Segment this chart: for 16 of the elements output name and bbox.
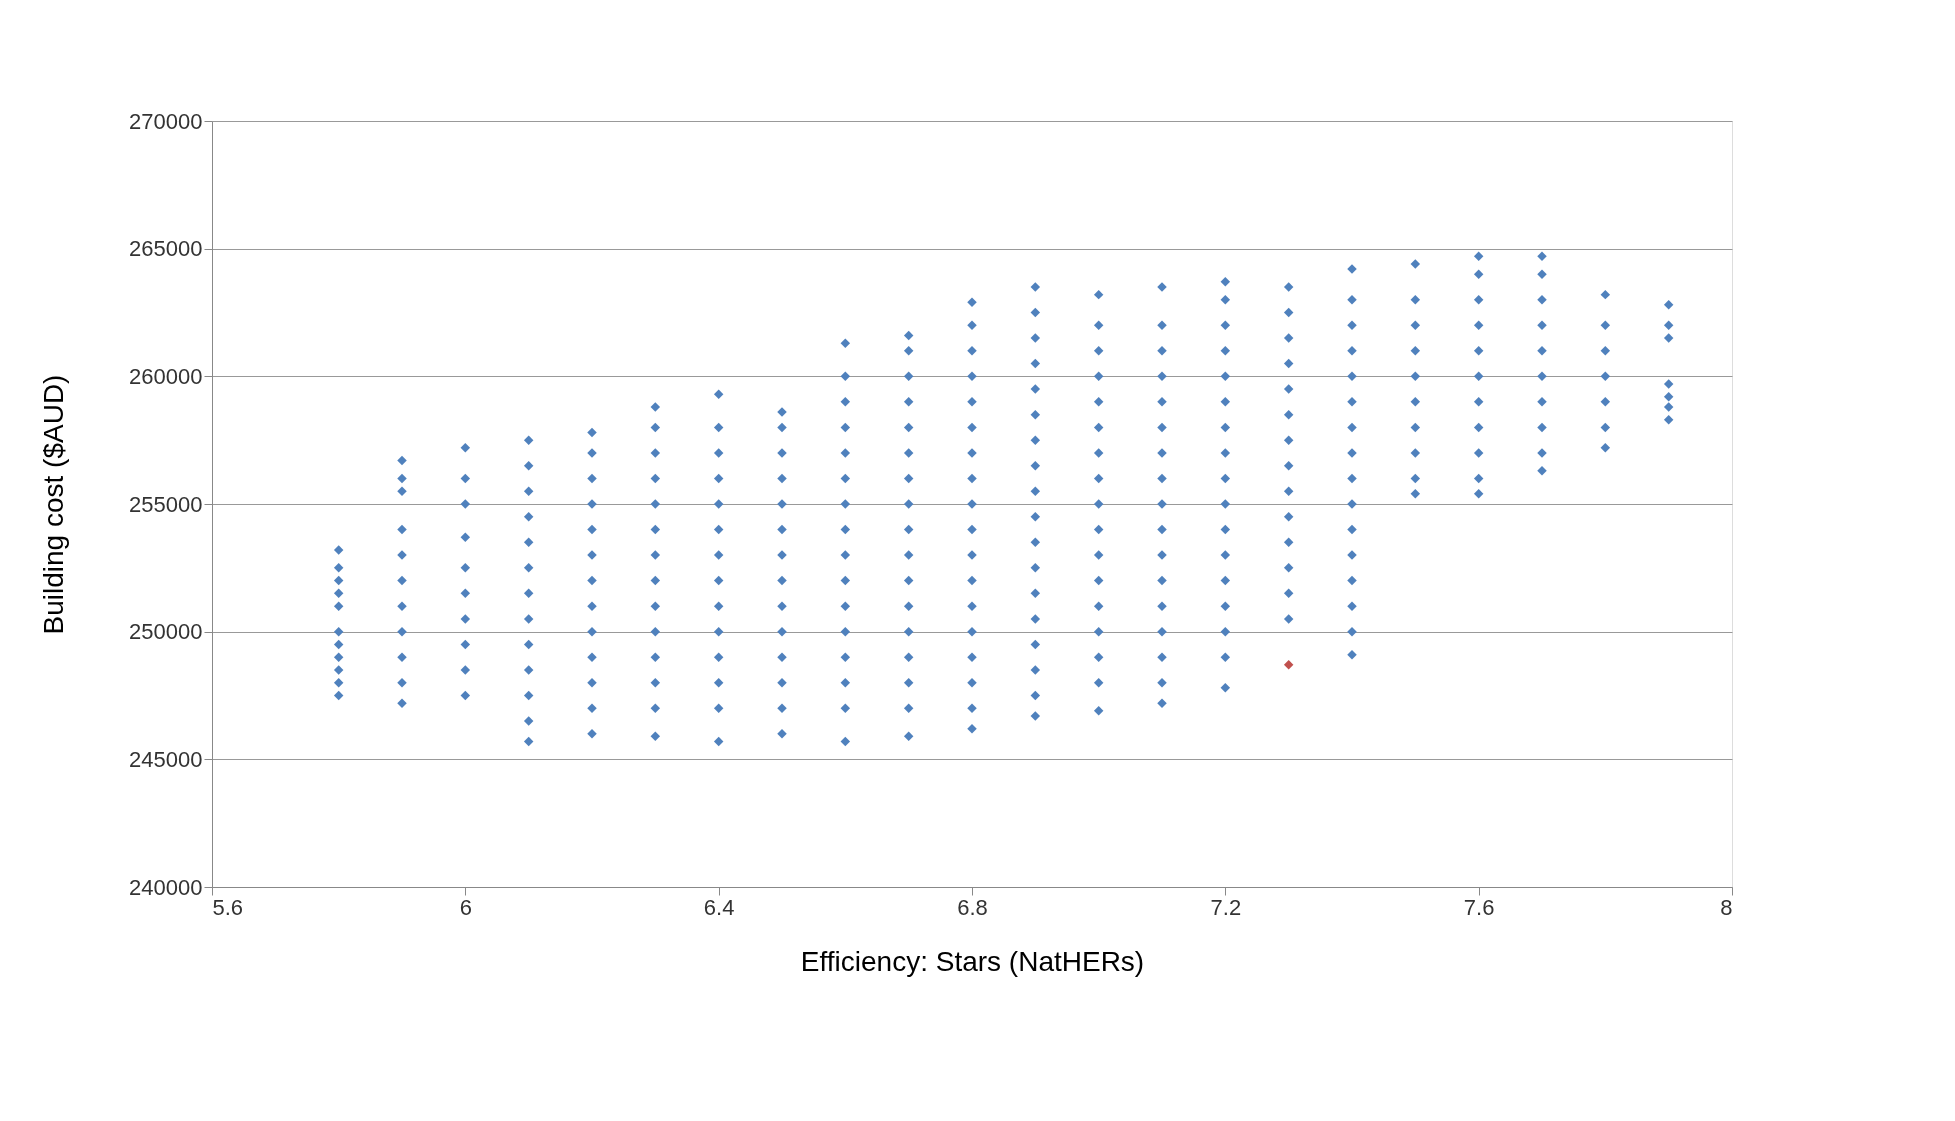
x-tick-label: 7.6 — [1463, 894, 1495, 920]
y-tick-label: 240000 — [129, 874, 203, 900]
y-tick-label: 255000 — [129, 491, 203, 517]
x-tick-label: 7.2 — [1210, 894, 1242, 920]
y-tick-label: 245000 — [129, 746, 203, 772]
y-tick-label: 265000 — [129, 236, 203, 262]
x-axis-title: Efficiency: Stars (NatHERs) — [800, 945, 1145, 977]
y-tick-label: 270000 — [129, 108, 203, 134]
x-tick-label: 6 — [459, 894, 472, 920]
y-axis-title: Building cost ($AUD) — [38, 374, 70, 635]
y-tick-label: 260000 — [129, 363, 203, 389]
x-tick-label: 6.4 — [703, 894, 735, 920]
x-tick-label: 6.8 — [957, 894, 988, 920]
x-tick-label: 5.6 — [212, 894, 244, 920]
y-tick-label: 250000 — [129, 619, 203, 645]
x-tick-label: 8 — [1720, 894, 1733, 920]
